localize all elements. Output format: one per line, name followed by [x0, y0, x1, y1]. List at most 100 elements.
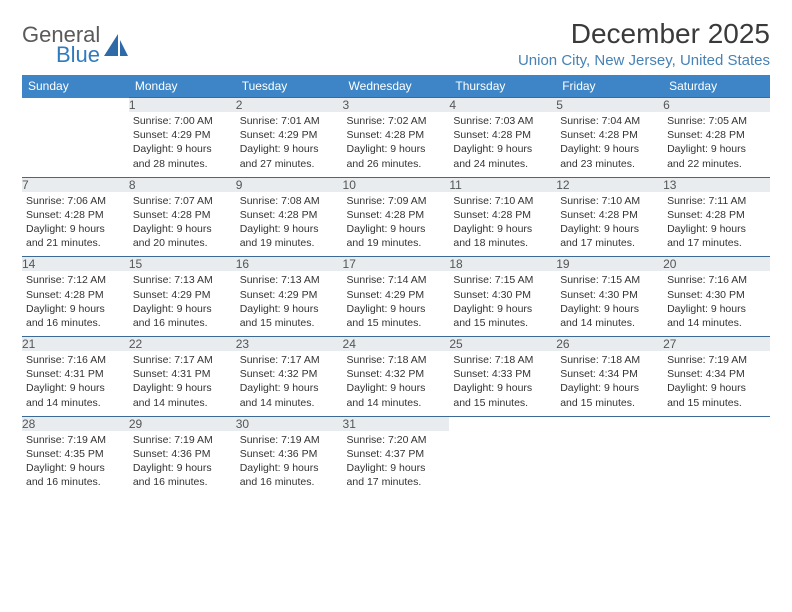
day-details-cell: Sunrise: 7:11 AMSunset: 4:28 PMDaylight:… [663, 192, 770, 257]
sunset-text: Sunset: 4:28 PM [667, 128, 766, 142]
sunrise-text: Sunrise: 7:13 AM [133, 273, 232, 287]
day-header: Thursday [449, 75, 556, 98]
day-details-cell: Sunrise: 7:19 AMSunset: 4:36 PMDaylight:… [236, 431, 343, 496]
sunrise-text: Sunrise: 7:02 AM [347, 114, 446, 128]
daylight-text: Daylight: 9 hours and 15 minutes. [453, 381, 552, 409]
day-number-cell [556, 416, 663, 431]
day-number: 16 [236, 257, 249, 271]
day-number-cell: 8 [129, 177, 236, 192]
sunrise-text: Sunrise: 7:08 AM [240, 194, 339, 208]
sunrise-text: Sunrise: 7:11 AM [667, 194, 766, 208]
day-number: 10 [343, 178, 356, 192]
daylight-text: Daylight: 9 hours and 15 minutes. [453, 302, 552, 330]
day-header: Sunday [22, 75, 129, 98]
daylight-text: Daylight: 9 hours and 14 minutes. [560, 302, 659, 330]
daylight-text: Daylight: 9 hours and 16 minutes. [26, 461, 125, 489]
day-number-cell: 20 [663, 257, 770, 272]
day-details-cell: Sunrise: 7:15 AMSunset: 4:30 PMDaylight:… [449, 271, 556, 336]
day-number-cell: 2 [236, 98, 343, 113]
day-number-cell: 21 [22, 337, 129, 352]
day-number: 20 [663, 257, 676, 271]
day-details-cell: Sunrise: 7:04 AMSunset: 4:28 PMDaylight:… [556, 112, 663, 177]
sunrise-text: Sunrise: 7:19 AM [240, 433, 339, 447]
day-number: 24 [343, 337, 356, 351]
sunset-text: Sunset: 4:28 PM [347, 208, 446, 222]
daylight-text: Daylight: 9 hours and 17 minutes. [560, 222, 659, 250]
week-number-row: 78 910 1112 13 [22, 177, 770, 192]
day-number: 29 [129, 417, 142, 431]
day-header: Wednesday [343, 75, 450, 98]
sunrise-text: Sunrise: 7:16 AM [26, 353, 125, 367]
sunset-text: Sunset: 4:32 PM [347, 367, 446, 381]
daylight-text: Daylight: 9 hours and 19 minutes. [240, 222, 339, 250]
day-number-cell: 22 [129, 337, 236, 352]
day-details-cell: Sunrise: 7:18 AMSunset: 4:34 PMDaylight:… [556, 351, 663, 416]
day-details-cell: Sunrise: 7:13 AMSunset: 4:29 PMDaylight:… [129, 271, 236, 336]
week-number-row: 21222324252627 [22, 337, 770, 352]
week-details-row: Sunrise: 7:00 AMSunset: 4:29 PMDaylight:… [22, 112, 770, 177]
daylight-text: Daylight: 9 hours and 26 minutes. [347, 142, 446, 170]
sunrise-text: Sunrise: 7:00 AM [133, 114, 232, 128]
week-details-row: Sunrise: 7:19 AMSunset: 4:35 PMDaylight:… [22, 431, 770, 496]
daylight-text: Daylight: 9 hours and 27 minutes. [240, 142, 339, 170]
sunrise-text: Sunrise: 7:18 AM [560, 353, 659, 367]
day-details-cell: Sunrise: 7:18 AMSunset: 4:33 PMDaylight:… [449, 351, 556, 416]
day-number: 17 [343, 257, 356, 271]
daylight-text: Daylight: 9 hours and 14 minutes. [133, 381, 232, 409]
daylight-text: Daylight: 9 hours and 15 minutes. [240, 302, 339, 330]
day-header: Tuesday [236, 75, 343, 98]
day-number-cell: 14 [22, 257, 129, 272]
week-details-row: Sunrise: 7:06 AMSunset: 4:28 PMDaylight:… [22, 192, 770, 257]
page-title: December 2025 [518, 18, 770, 50]
sunset-text: Sunset: 4:28 PM [26, 208, 125, 222]
day-number-cell: 7 [22, 177, 129, 192]
daylight-text: Daylight: 9 hours and 17 minutes. [347, 461, 446, 489]
daylight-text: Daylight: 9 hours and 16 minutes. [133, 302, 232, 330]
day-details-cell: Sunrise: 7:17 AMSunset: 4:32 PMDaylight:… [236, 351, 343, 416]
sunset-text: Sunset: 4:30 PM [560, 288, 659, 302]
day-number: 6 [663, 98, 670, 112]
sunrise-text: Sunrise: 7:15 AM [560, 273, 659, 287]
day-details-cell: Sunrise: 7:19 AMSunset: 4:36 PMDaylight:… [129, 431, 236, 496]
day-number-cell: 29 [129, 416, 236, 431]
day-number-cell: 13 [663, 177, 770, 192]
week-number-row: 14151617181920 [22, 257, 770, 272]
sunset-text: Sunset: 4:28 PM [453, 208, 552, 222]
daylight-text: Daylight: 9 hours and 24 minutes. [453, 142, 552, 170]
day-header-row: Sunday Monday Tuesday Wednesday Thursday… [22, 75, 770, 98]
day-number: 13 [663, 178, 676, 192]
daylight-text: Daylight: 9 hours and 14 minutes. [26, 381, 125, 409]
sunset-text: Sunset: 4:28 PM [133, 208, 232, 222]
day-number: 31 [343, 417, 356, 431]
daylight-text: Daylight: 9 hours and 22 minutes. [667, 142, 766, 170]
sunset-text: Sunset: 4:32 PM [240, 367, 339, 381]
sunset-text: Sunset: 4:36 PM [133, 447, 232, 461]
sunrise-text: Sunrise: 7:20 AM [347, 433, 446, 447]
day-number-cell: 31 [343, 416, 450, 431]
day-number: 8 [129, 178, 136, 192]
daylight-text: Daylight: 9 hours and 14 minutes. [240, 381, 339, 409]
daylight-text: Daylight: 9 hours and 16 minutes. [133, 461, 232, 489]
day-number-cell: 26 [556, 337, 663, 352]
sunset-text: Sunset: 4:29 PM [240, 288, 339, 302]
day-details-cell: Sunrise: 7:10 AMSunset: 4:28 PMDaylight:… [449, 192, 556, 257]
sunrise-text: Sunrise: 7:18 AM [453, 353, 552, 367]
day-number: 30 [236, 417, 249, 431]
sunset-text: Sunset: 4:31 PM [133, 367, 232, 381]
day-number: 12 [556, 178, 569, 192]
day-number-cell: 11 [449, 177, 556, 192]
sunset-text: Sunset: 4:29 PM [240, 128, 339, 142]
day-number-cell: 6 [663, 98, 770, 113]
day-details-cell: Sunrise: 7:10 AMSunset: 4:28 PMDaylight:… [556, 192, 663, 257]
day-details-cell: Sunrise: 7:08 AMSunset: 4:28 PMDaylight:… [236, 192, 343, 257]
day-number-cell: 4 [449, 98, 556, 113]
brand-text: General Blue [22, 24, 100, 66]
day-number: 27 [663, 337, 676, 351]
sail-icon [104, 34, 130, 58]
day-number-cell: 9 [236, 177, 343, 192]
sunrise-text: Sunrise: 7:18 AM [347, 353, 446, 367]
day-number: 26 [556, 337, 569, 351]
sunset-text: Sunset: 4:28 PM [26, 288, 125, 302]
sunrise-text: Sunrise: 7:19 AM [26, 433, 125, 447]
sunset-text: Sunset: 4:31 PM [26, 367, 125, 381]
